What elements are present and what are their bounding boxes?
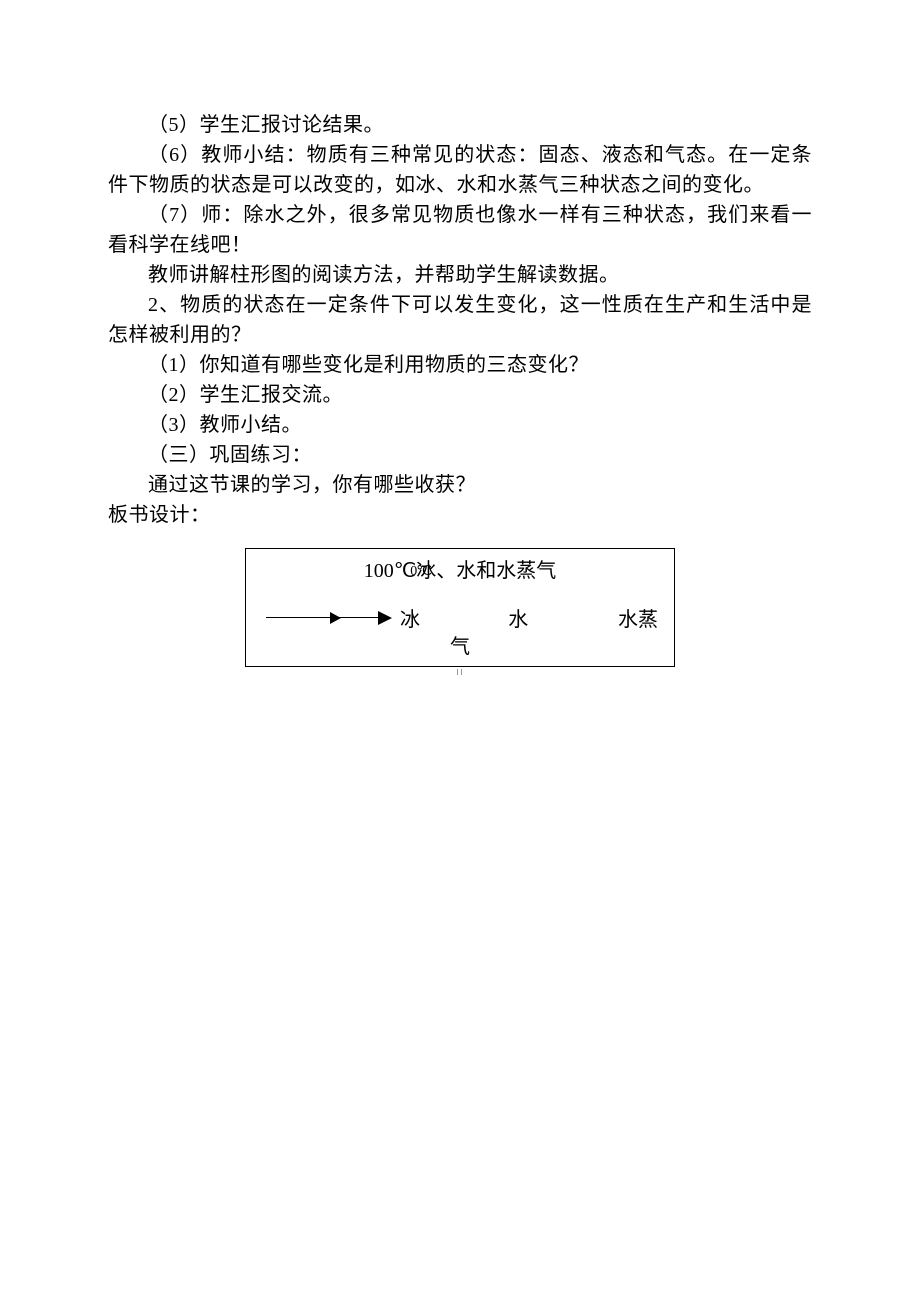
state-steam-label-2: 气 xyxy=(450,636,470,658)
diagram-box: 100℃冰、水0℃和水蒸气 冰 水 水蒸 气 xyxy=(245,548,675,667)
paragraph-section-3: （三）巩固练习： xyxy=(108,440,812,470)
page-content: （5）学生汇报讨论结果。 （6）教师小结：物质有三种常见的状态：固态、液态和气态… xyxy=(0,0,920,667)
paragraph-q2-3: （3）教师小结。 xyxy=(108,410,812,440)
paragraph-bar-chart-note: 教师讲解柱形图的阅读方法，并帮助学生解读数据。 xyxy=(108,260,812,290)
board-diagram: 100℃冰、水0℃和水蒸气 冰 水 水蒸 气 xyxy=(245,548,675,667)
temp-0-label: 0℃ xyxy=(410,558,431,586)
diagram-title-text: 冰、水0℃和水蒸气 xyxy=(416,560,556,582)
state-steam-label-1: 水蒸 xyxy=(572,603,658,632)
arrow-mid-head xyxy=(330,612,341,624)
diagram-steam-row: 气 xyxy=(246,634,674,660)
paragraph-7: （7）师：除水之外，很多常见物质也像水一样有三种状态，我们来看一看科学在线吧！ xyxy=(108,200,812,260)
tick-mark-icon xyxy=(457,669,463,675)
diagram-title-row: 100℃冰、水0℃和水蒸气 xyxy=(246,557,674,585)
temp-100-label: 100℃ xyxy=(364,557,416,585)
arrow-end-head xyxy=(378,611,392,625)
arrow-line xyxy=(266,617,386,619)
state-ice-label: 冰 xyxy=(400,603,465,632)
paragraph-board-design: 板书设计： xyxy=(108,500,812,530)
diagram-states-row: 冰 水 水蒸 xyxy=(246,603,674,632)
arrow-icon xyxy=(266,611,396,625)
paragraph-reflection: 通过这节课的学习，你有哪些收获？ xyxy=(108,470,812,500)
paragraph-q2-1: （1）你知道有哪些变化是利用物质的三态变化？ xyxy=(108,350,812,380)
title-water: 水 xyxy=(456,560,476,582)
paragraph-5: （5）学生汇报讨论结果。 xyxy=(108,110,812,140)
paragraph-q2-2: （2）学生汇报交流。 xyxy=(108,380,812,410)
state-water-label: 水 xyxy=(465,603,573,632)
paragraph-6: （6）教师小结：物质有三种常见的状态：固态、液态和气态。在一定条件下物质的状态是… xyxy=(108,140,812,200)
paragraph-q2: 2、物质的状态在一定条件下可以发生变化，这一性质在生产和生活中是怎样被利用的？ xyxy=(108,290,812,350)
